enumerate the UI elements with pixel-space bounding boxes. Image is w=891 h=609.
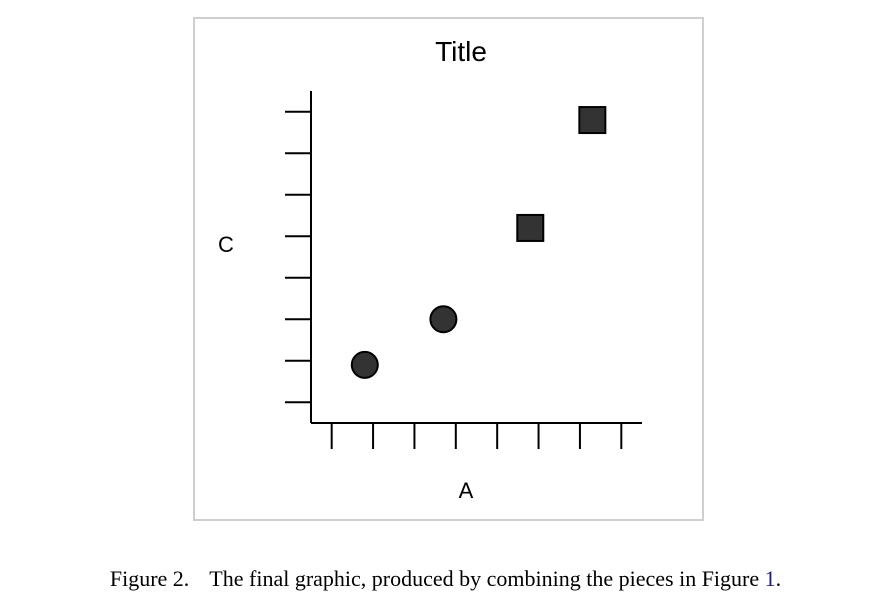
chart-frame: Title C A xyxy=(193,17,704,521)
caption-end: . xyxy=(775,566,782,591)
caption-label: Figure 2. xyxy=(109,566,190,591)
data-point-circle xyxy=(429,305,458,334)
figure-reference-link[interactable]: 1 xyxy=(764,566,776,591)
y-axis-label: C xyxy=(218,232,234,257)
axes xyxy=(285,91,642,449)
data-point-square xyxy=(578,106,607,135)
caption-text: The final graphic, produced by combining… xyxy=(209,566,765,591)
scatter-chart: Title C A xyxy=(218,36,642,503)
data-point-circle xyxy=(350,350,379,379)
chart-title: Title xyxy=(435,36,487,67)
data-points xyxy=(350,106,607,379)
data-point-square xyxy=(516,213,545,242)
x-axis-label: A xyxy=(459,478,474,503)
figure-caption: Figure 2. The final graphic, produced by … xyxy=(0,566,891,592)
